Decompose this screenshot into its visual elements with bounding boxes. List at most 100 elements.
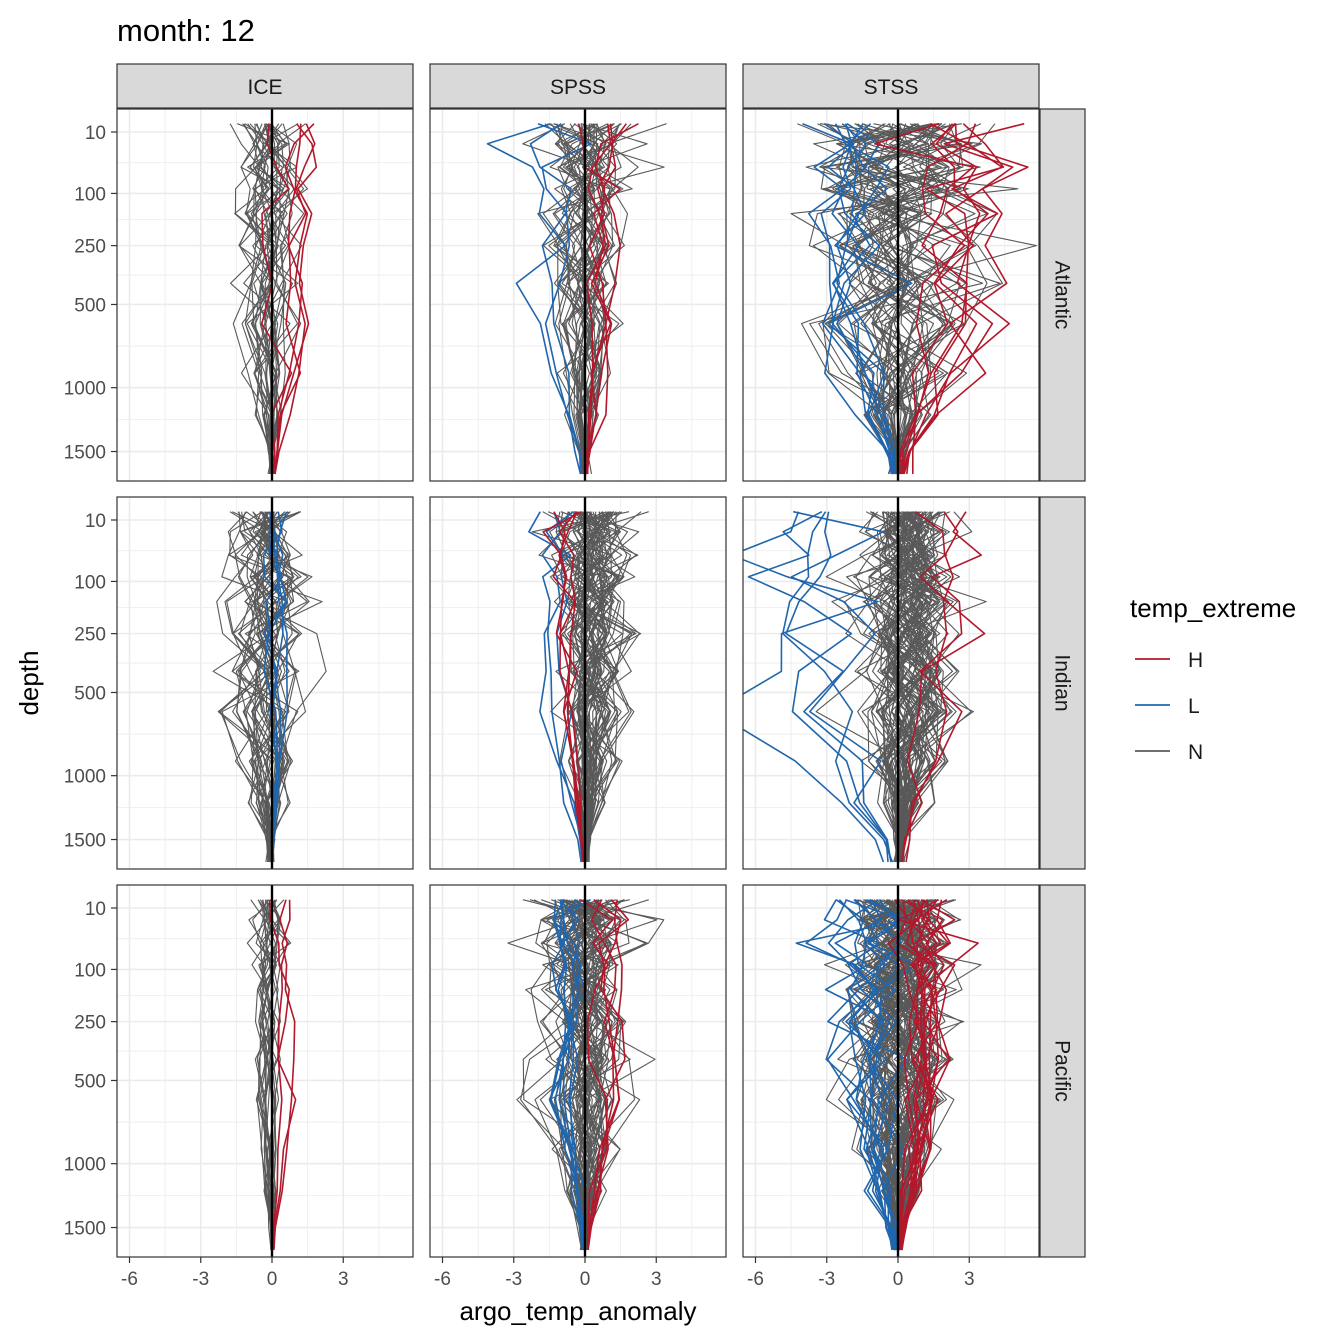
profile-line-H [559,511,584,863]
profile-line-N [246,899,272,1251]
profile-line-H [274,123,315,475]
legend-entry-n: N [1135,741,1203,764]
profile-line-N [883,511,937,863]
profile-line-H [271,899,288,1251]
strip-background [742,63,1040,109]
y-tick-label: 10 [85,511,106,532]
y-tick-label: 1500 [64,831,106,852]
profile-line-H [897,899,930,1251]
legend-label: L [1188,695,1200,718]
legend-entry-l: L [1135,695,1200,718]
profile-line-N [576,511,630,863]
x-tick-label: 3 [651,1269,662,1290]
x-axis-title: argo_temp_anomaly [459,1296,696,1326]
profile-line-H [899,899,942,1251]
profile-line-L [539,511,584,863]
profile-line-N [265,123,293,475]
x-tick-label: 3 [338,1269,349,1290]
profile-line-L [831,123,898,475]
profile-line-N [852,899,948,1251]
y-tick-label: 250 [74,237,106,258]
profile-line-N [540,899,641,1251]
profile-line-N [252,123,285,475]
profile-line-L [552,898,591,1251]
strip-background [1039,496,1086,870]
strip-spss: SPSS [429,63,727,109]
panel-stss-pacific [742,884,1040,1258]
profile-line-H [587,899,622,1251]
profile-line-H [906,123,1029,475]
profile-line-H [273,123,318,475]
profile-line-L [831,123,895,475]
profile-line-L [271,511,289,863]
profile-line-H [901,123,968,475]
profile-line-L [795,898,907,1251]
legend-label: N [1188,741,1203,764]
y-tick-label: 100 [74,572,106,593]
profile-line-L [802,122,893,475]
profile-line-H [587,899,621,1251]
panel-border [116,108,414,482]
panel-spss-atlantic [429,108,727,482]
profile-line-N [876,511,931,863]
profile-line-H [900,122,1025,475]
strip-label: SPSS [550,76,606,99]
profile-line-L [529,123,583,475]
profile-line-L [805,899,895,1251]
x-axis: -6 -3 0 3 -6 -3 0 3 -6 -3 0 3 [121,1257,975,1290]
legend-title: temp_extreme [1130,593,1296,623]
profile-line-L [827,123,913,475]
panel-border [429,496,727,870]
profile-line-N [835,123,935,475]
y-axis: 10 100 250 500 1000 1500 10 100 250 500 1000 1500 10… [64,123,117,1240]
profile-line-H [586,899,630,1251]
y-axis-title: depth [14,650,44,715]
profile-line-H [902,123,981,475]
row-strips: Atlantic Indian Pacific [1039,108,1086,1258]
strip-background [429,63,727,109]
profile-line-N [867,511,907,863]
profile-line-N [575,899,605,1251]
profile-lines [795,898,982,1251]
profile-line-N [219,511,270,863]
profile-line-H [894,899,933,1251]
profile-line-L [486,122,582,475]
y-tick-label: 100 [74,960,106,981]
strip-ice: ICE [116,63,414,109]
profile-line-N [239,511,309,863]
profile-line-L [838,899,894,1251]
profile-line-N [255,899,277,1251]
strip-atlantic: Atlantic [1039,108,1086,482]
profile-lines [486,122,667,475]
profile-line-N [817,123,896,474]
profile-line-L [836,123,896,475]
panels [116,108,1040,1258]
panel-stss-indian [742,496,1040,870]
profile-line-L [790,510,889,863]
y-tick-label: 100 [74,184,106,205]
panel-border [742,108,1040,482]
profile-lines [790,122,1037,475]
profile-line-H [899,899,951,1251]
profile-line-L [528,511,582,863]
y-tick-label: 10 [85,899,106,920]
profile-line-L [808,123,893,475]
profile-line-N [245,123,277,475]
column-strips: ICE SPSS STSS [116,63,1040,109]
strip-label: Indian [1051,654,1074,711]
profile-line-N [575,899,648,1251]
profile-line-H [899,123,989,475]
strip-pacific: Pacific [1039,884,1086,1258]
profile-line-N [548,899,649,1251]
strip-background [1039,108,1086,482]
strip-label: Atlantic [1051,261,1074,330]
profile-line-N [860,123,948,475]
y-tick-label: 250 [74,1013,106,1034]
y-tick-label: 500 [74,295,106,316]
profile-line-N [838,123,937,475]
x-tick-label: 3 [964,1269,975,1290]
profile-line-N [224,511,288,863]
profile-line-L [823,899,898,1251]
y-tick-label: 1000 [64,1155,106,1176]
